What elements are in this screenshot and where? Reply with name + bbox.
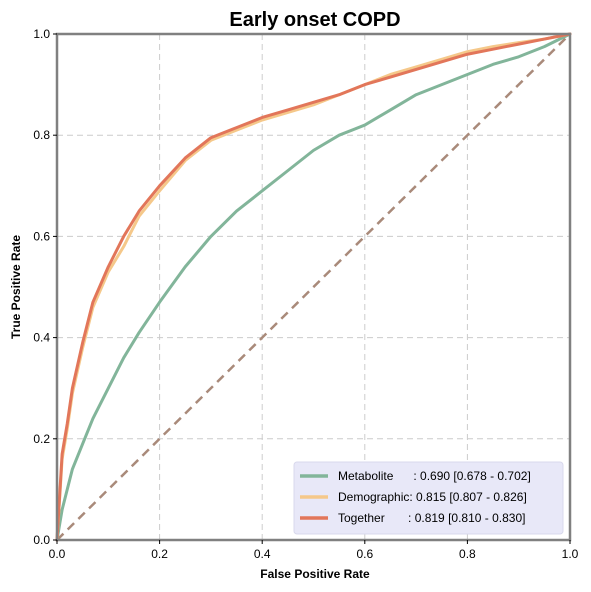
y-tick-label: 0.4: [33, 331, 50, 345]
series-line-together: [55, 32, 572, 542]
x-tick-label: 0.4: [254, 547, 271, 561]
y-axis-ticks: 0.0 0.2 0.4 0.6 0.8 1.0: [33, 27, 57, 547]
x-tick-label: 1.0: [562, 547, 579, 561]
y-tick-label: 0.2: [33, 432, 50, 446]
reference-line: [56, 33, 571, 541]
x-tick-label: 0.6: [356, 547, 373, 561]
y-tick-label: 1.0: [33, 27, 50, 41]
legend-label-together: Together : 0.819 [0.810 - 0.830]: [338, 511, 525, 525]
y-tick-label: 0.0: [33, 533, 50, 547]
series-line-metabolite: [55, 32, 572, 542]
legend-label-demographic: Demographic: 0.815 [0.807 - 0.826]: [338, 490, 527, 504]
reference-diagonal: [56, 33, 571, 541]
x-axis-label: False Positive Rate: [260, 567, 370, 581]
y-tick-label: 0.6: [33, 229, 50, 243]
x-tick-label: 0.0: [49, 547, 66, 561]
y-tick-label: 0.8: [33, 128, 50, 142]
plot-frame: [55, 32, 572, 542]
chart-title: Early onset COPD: [229, 9, 400, 31]
x-tick-label: 0.2: [151, 547, 168, 561]
series-group: [55, 32, 572, 542]
x-tick-label: 0.8: [459, 547, 476, 561]
y-axis-label: True Positive Rate: [9, 235, 23, 339]
legend-box: [293, 461, 564, 535]
legend-label-metabolite: Metabolite : 0.690 [0.678 - 0.702]: [338, 469, 531, 483]
x-axis-ticks: 0.0 0.2 0.4 0.6 0.8 1.0: [49, 540, 579, 561]
legend: Metabolite : 0.690 [0.678 - 0.702] Demogr…: [293, 461, 564, 535]
